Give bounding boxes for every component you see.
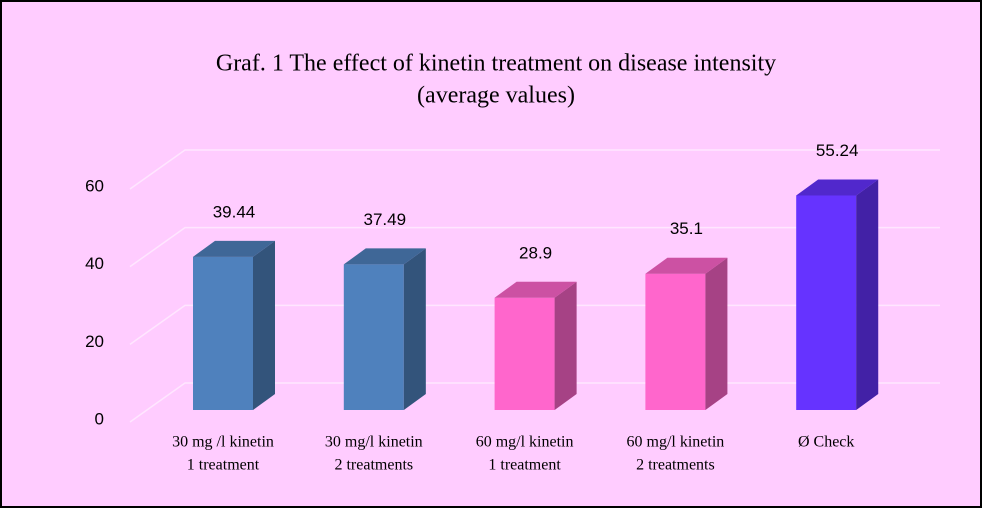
chart-title: Graf. 1 The effect of kinetin treatment … (216, 51, 776, 77)
bar-top-shade (796, 179, 879, 196)
bar-side (253, 240, 275, 410)
bar-top-shade (193, 240, 275, 257)
bar-side-shade (554, 281, 577, 410)
bar-front (193, 256, 253, 410)
x-tick-label: 1 treatment (488, 457, 561, 474)
bar-top (494, 281, 577, 298)
chart-title: (average values) (417, 83, 575, 109)
bar-front (645, 273, 706, 410)
bar-front (796, 195, 857, 410)
bar-top (193, 240, 275, 257)
y-tick-label: 40 (85, 254, 104, 273)
x-tick-label: 2 treatments (636, 457, 715, 474)
x-tick-label: 60 mg/l kinetin (627, 434, 725, 451)
bar-top (343, 248, 426, 265)
y-tick-label: 60 (85, 176, 104, 195)
data-label: 39.44 (213, 202, 256, 221)
bar-top-shade (343, 248, 426, 265)
bar-side-shade (403, 248, 426, 410)
bar-side-shade (856, 179, 879, 410)
grid-line (129, 226, 940, 268)
x-tick-label: 1 treatment (187, 457, 260, 474)
bar-side (705, 257, 728, 410)
bar-front (343, 264, 404, 410)
bar-top-shade (645, 257, 728, 274)
x-tick-label: 60 mg/l kinetin (476, 434, 574, 451)
grid-line (129, 149, 940, 190)
y-tick-label: 20 (85, 332, 104, 351)
bar-side (856, 179, 879, 410)
y-tick-label: 0 (95, 409, 104, 428)
data-label: 28.9 (519, 243, 552, 262)
bar-top (796, 179, 879, 196)
bar-top-shade (494, 281, 577, 298)
data-label: 35.1 (670, 219, 703, 238)
bar-side (403, 248, 426, 410)
data-label: 55.24 (816, 141, 859, 160)
bar-side (554, 281, 577, 410)
x-tick-label: 2 treatments (334, 457, 413, 474)
x-tick-label: 30 mg /l kinetin (172, 434, 274, 451)
x-tick-label: 30 mg/l kinetin (325, 434, 423, 451)
bar-front (494, 297, 555, 410)
x-tick-label: Ø Check (798, 434, 854, 451)
bar-side-shade (705, 257, 728, 410)
bar-top (645, 257, 728, 274)
data-label: 37.49 (364, 210, 407, 229)
bar-side-shade (253, 240, 275, 410)
